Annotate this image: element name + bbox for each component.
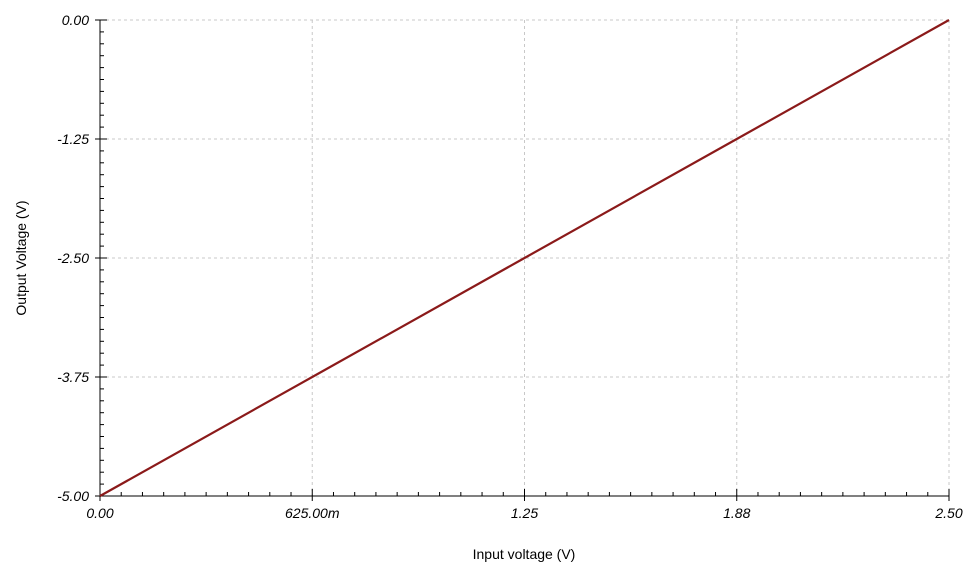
y-tick-label: 0.00 — [62, 12, 89, 28]
y-tick-label: -1.25 — [57, 131, 89, 147]
grid-layer — [100, 19, 950, 496]
series-layer — [99, 19, 950, 497]
x-tick-label: 625.00m — [285, 505, 340, 521]
x-tick-label: 2.50 — [934, 505, 962, 521]
label-layer: 0.00 625.00m 1.25 1.88 2.50 0.00 -1.25 -2.50 -3.… — [57, 12, 963, 521]
y-tick-label: -3.75 — [57, 369, 89, 385]
x-tick-label: 1.25 — [511, 505, 538, 521]
x-tick-label: 1.88 — [723, 505, 750, 521]
y-axis-label: Output Voltage (V) — [13, 200, 29, 315]
x-axis-label: Input voltage (V) — [473, 546, 576, 562]
tick-layer — [95, 19, 950, 501]
x-tick-label: 0.00 — [86, 505, 113, 521]
y-tick-label: -5.00 — [57, 488, 89, 504]
series-line — [99, 19, 950, 497]
y-tick-label: -2.50 — [57, 250, 89, 266]
